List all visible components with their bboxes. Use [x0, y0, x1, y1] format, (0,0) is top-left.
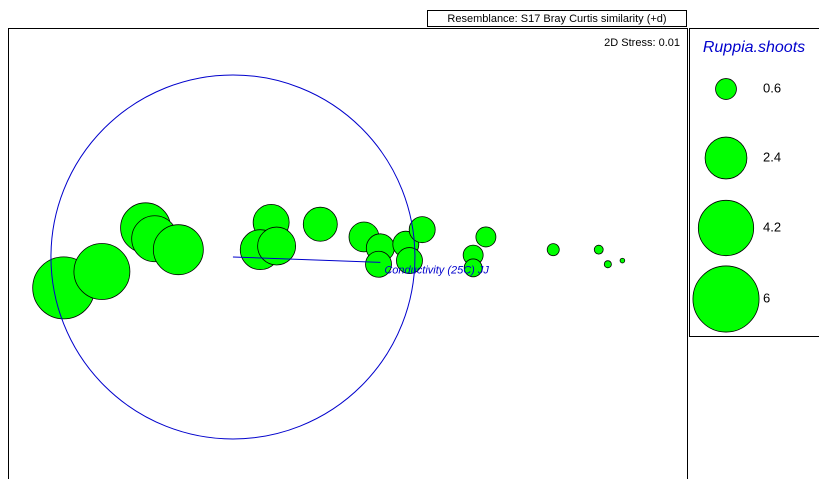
plot-frame: [8, 28, 688, 479]
legend-title: Ruppia.shoots: [703, 39, 805, 56]
header-box: [427, 10, 687, 27]
bubble: [302, 206, 338, 242]
bubble: [257, 226, 297, 266]
header: Resemblance: S17 Bray Curtis similarity …: [447, 13, 666, 25]
legend-label: 6: [763, 290, 770, 305]
vector-label: Conductivity (25C) JJ: [384, 264, 489, 276]
bubble: [396, 247, 423, 275]
bubble: [603, 260, 612, 269]
legend-bubble: [692, 265, 760, 333]
legend-bubble: [704, 136, 748, 180]
bubble: [475, 226, 497, 248]
bubble: [365, 250, 392, 278]
vector-circle: [50, 74, 416, 440]
vector: [232, 256, 381, 263]
legend-label: 2.4: [763, 149, 781, 164]
legend-bubble: [715, 78, 737, 100]
legend-bubble: [697, 199, 755, 257]
legend-label: 0.6: [763, 80, 781, 95]
bubble: [73, 243, 131, 300]
legend-label: 4.2: [763, 219, 781, 234]
bubble: [408, 216, 436, 244]
bubble: [546, 243, 560, 257]
bubble: [619, 257, 626, 264]
stress: 2D Stress: 0.01: [604, 37, 680, 49]
bubble: [593, 244, 604, 255]
bubble: [463, 258, 483, 278]
bubble: [152, 224, 204, 276]
